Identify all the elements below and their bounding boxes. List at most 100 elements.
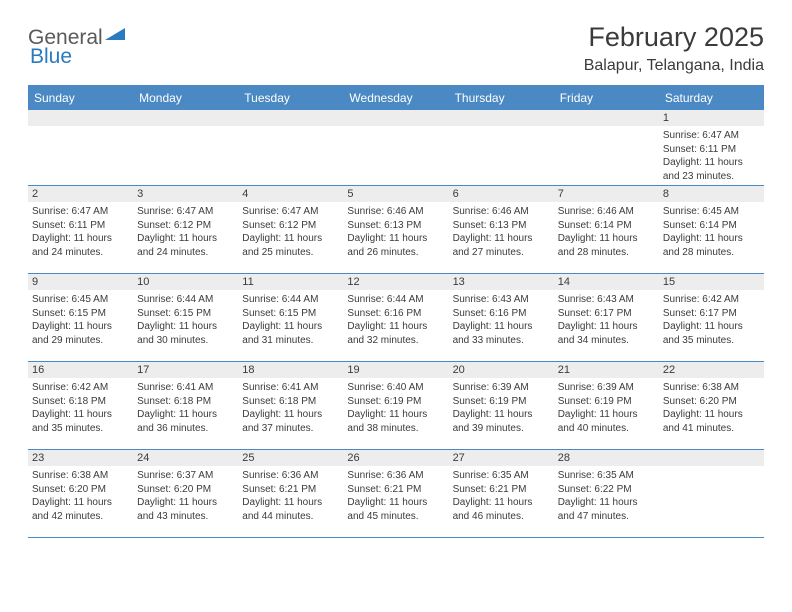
day-number-row: 7	[554, 186, 659, 202]
day-body: Sunrise: 6:44 AMSunset: 6:15 PMDaylight:…	[238, 290, 343, 349]
day-number-row: 19	[343, 362, 448, 378]
day-body: Sunrise: 6:45 AMSunset: 6:15 PMDaylight:…	[28, 290, 133, 349]
calendar-cell: 15Sunrise: 6:42 AMSunset: 6:17 PMDayligh…	[659, 274, 764, 362]
sunrise-text: Sunrise: 6:39 AM	[453, 381, 550, 395]
day-body: Sunrise: 6:36 AMSunset: 6:21 PMDaylight:…	[343, 466, 448, 525]
sunset-text: Sunset: 6:12 PM	[137, 219, 234, 233]
header: General February 2025 Balapur, Telangana…	[28, 22, 764, 75]
calendar-cell	[28, 110, 133, 186]
day-number-row: 2	[28, 186, 133, 202]
sunrise-text: Sunrise: 6:46 AM	[558, 205, 655, 219]
weekday-header: Wednesday	[343, 86, 448, 110]
sunrise-text: Sunrise: 6:47 AM	[32, 205, 129, 219]
calendar-row: 23Sunrise: 6:38 AMSunset: 6:20 PMDayligh…	[28, 450, 764, 538]
day-number-row: 4	[238, 186, 343, 202]
sunset-text: Sunset: 6:17 PM	[663, 307, 760, 321]
daylight-text: Daylight: 11 hours and 24 minutes.	[32, 232, 129, 259]
daylight-text: Daylight: 11 hours and 47 minutes.	[558, 496, 655, 523]
day-number: 5	[347, 188, 353, 200]
sunset-text: Sunset: 6:18 PM	[137, 395, 234, 409]
sunrise-text: Sunrise: 6:36 AM	[242, 469, 339, 483]
calendar-cell: 7Sunrise: 6:46 AMSunset: 6:14 PMDaylight…	[554, 186, 659, 274]
day-body: Sunrise: 6:41 AMSunset: 6:18 PMDaylight:…	[238, 378, 343, 437]
day-number-row-empty	[554, 110, 659, 126]
daylight-text: Daylight: 11 hours and 29 minutes.	[32, 320, 129, 347]
calendar-row: 9 Sunrise: 6:45 AMSunset: 6:15 PMDaylight…	[28, 274, 764, 362]
weekday-header: Friday	[554, 86, 659, 110]
weekday-header: Monday	[133, 86, 238, 110]
day-number: 8	[663, 188, 669, 200]
daylight-text: Daylight: 11 hours and 43 minutes.	[137, 496, 234, 523]
day-number-row: 13	[449, 274, 554, 290]
daylight-text: Daylight: 11 hours and 31 minutes.	[242, 320, 339, 347]
sunrise-text: Sunrise: 6:47 AM	[137, 205, 234, 219]
daylight-text: Daylight: 11 hours and 42 minutes.	[32, 496, 129, 523]
daylight-text: Daylight: 11 hours and 32 minutes.	[347, 320, 444, 347]
logo-blue-wrap: Blue	[30, 45, 72, 69]
sunrise-text: Sunrise: 6:45 AM	[32, 293, 129, 307]
day-number-row: 8	[659, 186, 764, 202]
day-body: Sunrise: 6:43 AMSunset: 6:16 PMDaylight:…	[449, 290, 554, 349]
day-number-row: 11	[238, 274, 343, 290]
day-body: Sunrise: 6:46 AMSunset: 6:14 PMDaylight:…	[554, 202, 659, 261]
calendar-cell: 12 Sunrise: 6:44 AMSunset: 6:16 PMDayligh…	[343, 274, 448, 362]
day-number-row: 26	[343, 450, 448, 466]
calendar-cell: 17Sunrise: 6:41 AMSunset: 6:18 PMDayligh…	[133, 362, 238, 450]
day-number-row-empty	[238, 110, 343, 126]
day-number-row: 20	[449, 362, 554, 378]
day-number: 6	[453, 188, 459, 200]
sunrise-text: Sunrise: 6:46 AM	[347, 205, 444, 219]
sunset-text: Sunset: 6:14 PM	[558, 219, 655, 233]
day-body: Sunrise: 6:47 AMSunset: 6:11 PMDaylight:…	[659, 126, 764, 185]
daylight-text: Daylight: 11 hours and 36 minutes.	[137, 408, 234, 435]
sunrise-text: Sunrise: 6:41 AM	[137, 381, 234, 395]
sunrise-text: Sunrise: 6:37 AM	[137, 469, 234, 483]
day-number-row: 1	[659, 110, 764, 126]
calendar-cell: 13Sunrise: 6:43 AMSunset: 6:16 PMDayligh…	[449, 274, 554, 362]
sunrise-text: Sunrise: 6:44 AM	[242, 293, 339, 307]
day-number: 21	[558, 364, 570, 376]
day-number-row: 25	[238, 450, 343, 466]
day-body: Sunrise: 6:36 AMSunset: 6:21 PMDaylight:…	[238, 466, 343, 525]
calendar-cell: 11Sunrise: 6:44 AMSunset: 6:15 PMDayligh…	[238, 274, 343, 362]
weekday-header: Sunday	[28, 86, 133, 110]
calendar-row: 1Sunrise: 6:47 AMSunset: 6:11 PMDaylight…	[28, 110, 764, 186]
calendar-cell: 28 Sunrise: 6:35 AMSunset: 6:22 PMDayligh…	[554, 450, 659, 538]
day-body: Sunrise: 6:46 AMSunset: 6:13 PMDaylight:…	[343, 202, 448, 261]
daylight-text: Daylight: 11 hours and 28 minutes.	[663, 232, 760, 259]
calendar-cell: 5 Sunrise: 6:46 AMSunset: 6:13 PMDaylight…	[343, 186, 448, 274]
calendar-cell: 24 Sunrise: 6:37 AMSunset: 6:20 PMDayligh…	[133, 450, 238, 538]
day-body: Sunrise: 6:45 AMSunset: 6:14 PMDaylight:…	[659, 202, 764, 261]
sunset-text: Sunset: 6:22 PM	[558, 483, 655, 497]
daylight-text: Daylight: 11 hours and 38 minutes.	[347, 408, 444, 435]
day-body: Sunrise: 6:44 AMSunset: 6:16 PMDaylight:…	[343, 290, 448, 349]
day-number: 24	[137, 452, 149, 464]
day-number-row-empty	[449, 110, 554, 126]
day-number: 18	[242, 364, 254, 376]
sunrise-text: Sunrise: 6:35 AM	[558, 469, 655, 483]
day-number-row: 28	[554, 450, 659, 466]
sunrise-text: Sunrise: 6:44 AM	[347, 293, 444, 307]
day-number: 9	[32, 276, 38, 288]
calendar-cell: 25 Sunrise: 6:36 AMSunset: 6:21 PMDayligh…	[238, 450, 343, 538]
daylight-text: Daylight: 11 hours and 33 minutes.	[453, 320, 550, 347]
daylight-text: Daylight: 11 hours and 41 minutes.	[663, 408, 760, 435]
daylight-text: Daylight: 11 hours and 30 minutes.	[137, 320, 234, 347]
day-number-row: 5	[343, 186, 448, 202]
sunrise-text: Sunrise: 6:46 AM	[453, 205, 550, 219]
weekday-header: Saturday	[659, 86, 764, 110]
day-body: Sunrise: 6:37 AMSunset: 6:20 PMDaylight:…	[133, 466, 238, 525]
day-number-row: 6	[449, 186, 554, 202]
day-body: Sunrise: 6:40 AMSunset: 6:19 PMDaylight:…	[343, 378, 448, 437]
page: General February 2025 Balapur, Telangana…	[0, 0, 792, 548]
sunset-text: Sunset: 6:11 PM	[32, 219, 129, 233]
day-number-row: 24	[133, 450, 238, 466]
calendar-cell: 9 Sunrise: 6:45 AMSunset: 6:15 PMDaylight…	[28, 274, 133, 362]
daylight-text: Daylight: 11 hours and 39 minutes.	[453, 408, 550, 435]
day-body: Sunrise: 6:47 AMSunset: 6:12 PMDaylight:…	[133, 202, 238, 261]
sunrise-text: Sunrise: 6:43 AM	[453, 293, 550, 307]
daylight-text: Daylight: 11 hours and 28 minutes.	[558, 232, 655, 259]
day-number: 12	[347, 276, 359, 288]
sunrise-text: Sunrise: 6:47 AM	[242, 205, 339, 219]
day-number: 25	[242, 452, 254, 464]
